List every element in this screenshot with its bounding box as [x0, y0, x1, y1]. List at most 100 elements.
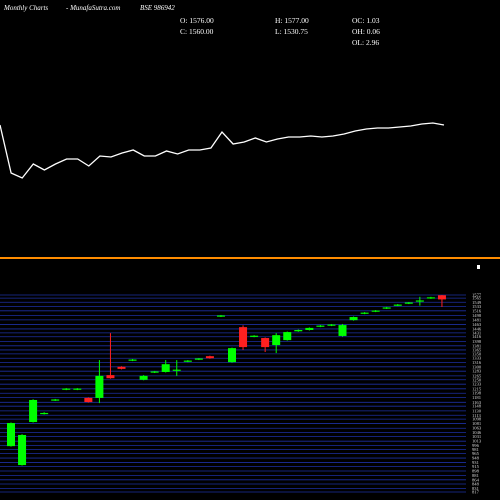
y-tick-label: 1446: [472, 326, 482, 331]
symbol-label: BSE 986942: [140, 4, 175, 12]
y-tick-label: 981: [472, 447, 480, 452]
y-tick-label: 1163: [472, 400, 482, 405]
y-tick-label: 1113: [472, 413, 482, 418]
candle-body: [161, 364, 170, 372]
y-tick-label: 1533: [472, 304, 482, 309]
candle-body: [128, 359, 137, 361]
y-tick-label: 996: [472, 443, 480, 448]
y-tick-label: 1130: [472, 408, 482, 413]
y-tick-label: 1549: [472, 300, 482, 305]
candle-body: [426, 297, 435, 299]
candle-body: [393, 304, 402, 306]
candle-body: [349, 317, 358, 321]
candle-body: [51, 399, 60, 401]
y-tick-label: 1181: [472, 395, 482, 400]
candle-body: [84, 397, 93, 403]
candle-body: [216, 315, 225, 317]
low-label: L: 1530.75: [275, 27, 308, 36]
brand-label: - MunafaSutra.com: [66, 4, 120, 12]
y-tick-label: 1148: [472, 404, 482, 409]
open-label: O: 1576.00: [180, 16, 214, 25]
y-tick-label: 1350: [472, 351, 482, 356]
candle-body: [404, 302, 413, 304]
y-tick-label: 1300: [472, 364, 482, 369]
candle-body: [239, 327, 248, 348]
price-line: [0, 122, 445, 179]
y-tick-label: 1398: [472, 339, 482, 344]
y-tick-label: 1516: [472, 308, 482, 313]
y-tick-label: 1198: [472, 391, 482, 396]
y-tick-label: 1265: [472, 373, 482, 378]
y-tick-label: 1565: [472, 296, 482, 301]
candle-body: [371, 310, 380, 312]
marker: [477, 265, 480, 269]
y-tick-label: 831: [472, 486, 480, 491]
y-tick-label: 948: [472, 456, 480, 461]
candle-body: [228, 348, 236, 363]
candle-body: [316, 325, 325, 327]
candle-body: [29, 399, 38, 423]
y-tick-label: 1498: [472, 313, 482, 318]
y-tick-label: 1233: [472, 382, 482, 387]
y-tick-label: 1250: [472, 377, 482, 382]
candle-body: [139, 375, 148, 380]
candle-body: [7, 423, 15, 447]
site-label: Monthly Charts: [3, 4, 48, 12]
y-tick-label: 848: [472, 481, 480, 486]
y-tick-label: 965: [472, 451, 480, 456]
y-tick-label: 1381: [472, 343, 482, 348]
candle-body: [172, 369, 181, 371]
candle-body: [117, 366, 126, 369]
candle-body: [437, 295, 446, 300]
candle-body: [360, 312, 369, 314]
high-label: H: 1577.00: [275, 16, 309, 25]
candle-body: [382, 307, 391, 309]
candle-body: [183, 360, 192, 362]
y-tick-label: 1431: [472, 330, 482, 335]
y-tick-label: 1416: [472, 334, 482, 339]
candle-body: [40, 412, 49, 415]
candle-body: [272, 335, 281, 346]
candle-body: [194, 358, 203, 360]
candle-body: [283, 332, 292, 341]
y-tick-label: 1283: [472, 369, 482, 374]
candle-body: [62, 388, 71, 390]
y-tick-label: 1316: [472, 360, 482, 365]
candle-body: [305, 327, 314, 330]
y-tick-label: 1098: [472, 417, 482, 422]
candle-body: [250, 335, 259, 337]
oh-label: OH: 0.06: [352, 27, 380, 36]
close-label: C: 1560.00: [180, 27, 214, 36]
y-tick-label: 1481: [472, 317, 482, 322]
candle-body: [106, 375, 115, 379]
candle-body: [261, 338, 270, 348]
y-tick-label: 1333: [472, 356, 482, 361]
y-tick-label: 817: [472, 490, 480, 495]
y-tick-label: 1046: [472, 430, 482, 435]
y-tick-label: 931: [472, 460, 480, 465]
candle-body: [327, 324, 336, 326]
y-tick-label: 1031: [472, 434, 482, 439]
oc-label: OC: 1.03: [352, 16, 380, 25]
candle-body: [73, 388, 82, 390]
y-tick-label: 1463: [472, 322, 482, 327]
candle-body: [205, 356, 214, 359]
y-tick-label: 1365: [472, 347, 482, 352]
candle-body: [18, 434, 27, 466]
y-tick-label: 1013: [472, 439, 482, 444]
y-tick-label: 864: [472, 477, 480, 482]
ol-label: OL: 2.96: [352, 38, 379, 47]
candle-body: [95, 375, 104, 398]
candle-body: [150, 371, 159, 373]
separator: [0, 257, 500, 259]
candle-body: [415, 300, 424, 302]
candle-body: [338, 325, 347, 336]
y-tick-label: 1081: [472, 421, 482, 426]
y-tick-label: 1063: [472, 426, 482, 431]
y-tick-label: 881: [472, 473, 480, 478]
y-tick-label: 915: [472, 464, 480, 469]
candle-body: [294, 329, 303, 332]
y-tick-label: 1577: [472, 293, 482, 298]
